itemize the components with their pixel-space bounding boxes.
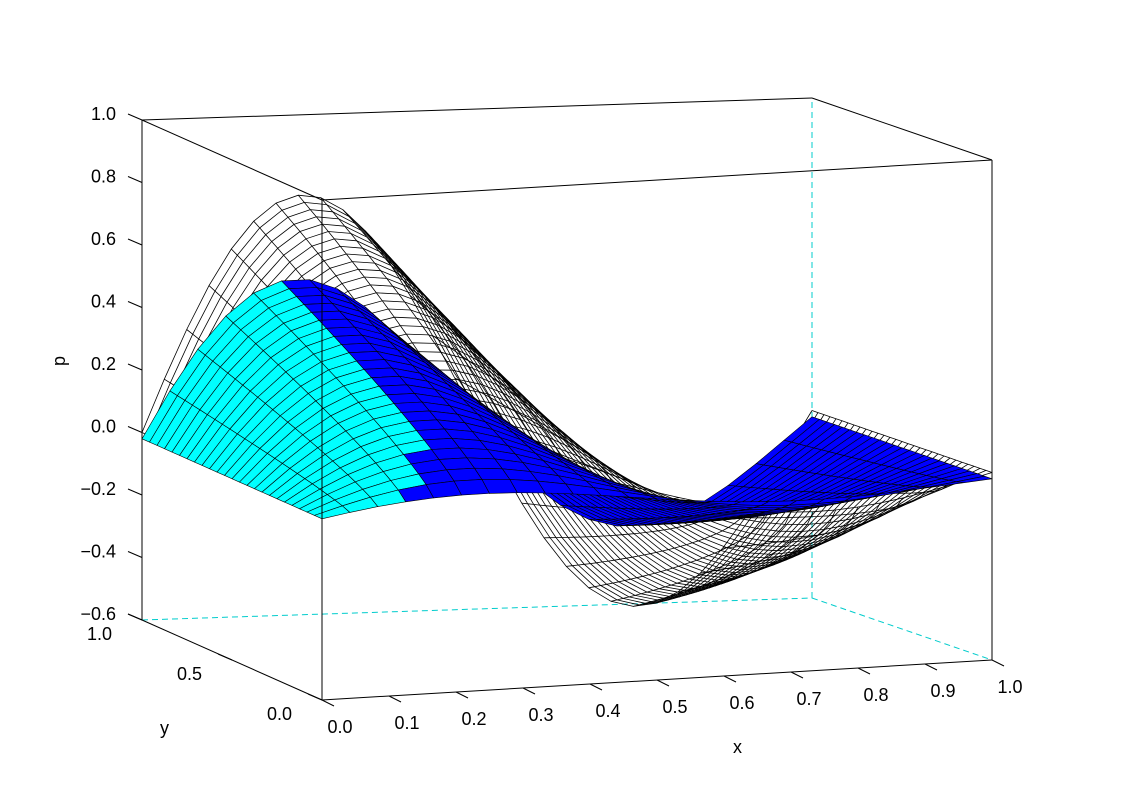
x-tick <box>388 695 402 703</box>
z-tick <box>127 113 143 121</box>
x-tick-label: 0.5 <box>662 697 687 717</box>
x-tick-label: 0.6 <box>729 693 754 713</box>
z-axis-title: p <box>49 356 69 366</box>
x-tick-label: 0.3 <box>528 705 553 725</box>
x-tick-label: 0.2 <box>461 709 486 729</box>
z-tick <box>127 488 143 496</box>
x-tick-label: 0.9 <box>930 681 955 701</box>
shaded-surface <box>141 279 993 527</box>
z-axis: −0.6 −0.4 −0.2 0.0 0.2 0.4 0.6 0.8 1.0 <box>80 104 143 624</box>
x-tick <box>589 683 603 691</box>
x-tick <box>991 659 1005 667</box>
box-edge-hidden <box>141 597 813 621</box>
x-tick <box>723 675 737 683</box>
z-tick <box>127 426 143 433</box>
box-edge <box>321 159 993 201</box>
z-tick-label: −0.4 <box>80 542 116 562</box>
z-tick-label: 0.4 <box>91 292 116 312</box>
z-tick <box>127 551 143 558</box>
y-tick-label: 0.5 <box>177 664 202 684</box>
x-tick <box>321 699 335 707</box>
box-edge <box>141 119 323 201</box>
z-tick <box>127 301 143 308</box>
y-tick <box>217 653 233 661</box>
x-tick <box>924 663 938 671</box>
x-tick <box>455 691 469 699</box>
z-tick-label: 0.2 <box>91 354 116 374</box>
z-tick <box>127 238 143 246</box>
z-tick-label: 1.0 <box>91 104 116 124</box>
z-tick-label: 0.6 <box>91 229 116 249</box>
z-tick-label: −0.6 <box>80 604 116 624</box>
y-tick-label: 1.0 <box>87 624 112 644</box>
z-tick-label: 0.8 <box>91 167 116 187</box>
x-tick-label: 1.0 <box>997 677 1022 697</box>
box-edge <box>141 97 813 121</box>
y-axis: 0.0 0.5 1.0 <box>87 613 323 724</box>
x-tick <box>656 679 670 687</box>
x-tick-label: 0.0 <box>327 717 352 737</box>
x-tick-label: 0.1 <box>394 713 419 733</box>
z-tick <box>127 613 143 621</box>
x-axis-title: x <box>733 737 742 757</box>
x-tick-label: 0.4 <box>595 701 620 721</box>
box-edge-hidden <box>811 597 993 661</box>
z-tick-label: 0.0 <box>91 417 116 437</box>
x-axis: 0.0 0.1 0.2 0.3 0.4 0.5 0.6 0.7 0.8 0.9 1.0 <box>321 659 1023 737</box>
x-tick <box>790 671 804 679</box>
y-axis-title: y <box>160 718 169 738</box>
z-tick-label: −0.2 <box>80 479 116 499</box>
x-tick <box>522 687 536 695</box>
z-tick <box>127 176 143 183</box>
x-tick-label: 0.7 <box>796 689 821 709</box>
y-tick <box>307 693 323 701</box>
box-edge <box>811 97 993 161</box>
x-tick-label: 0.8 <box>863 685 888 705</box>
x-tick <box>857 667 871 675</box>
z-tick <box>127 363 143 371</box>
surface-patch <box>956 475 993 484</box>
y-tick-label: 0.0 <box>267 704 292 724</box>
